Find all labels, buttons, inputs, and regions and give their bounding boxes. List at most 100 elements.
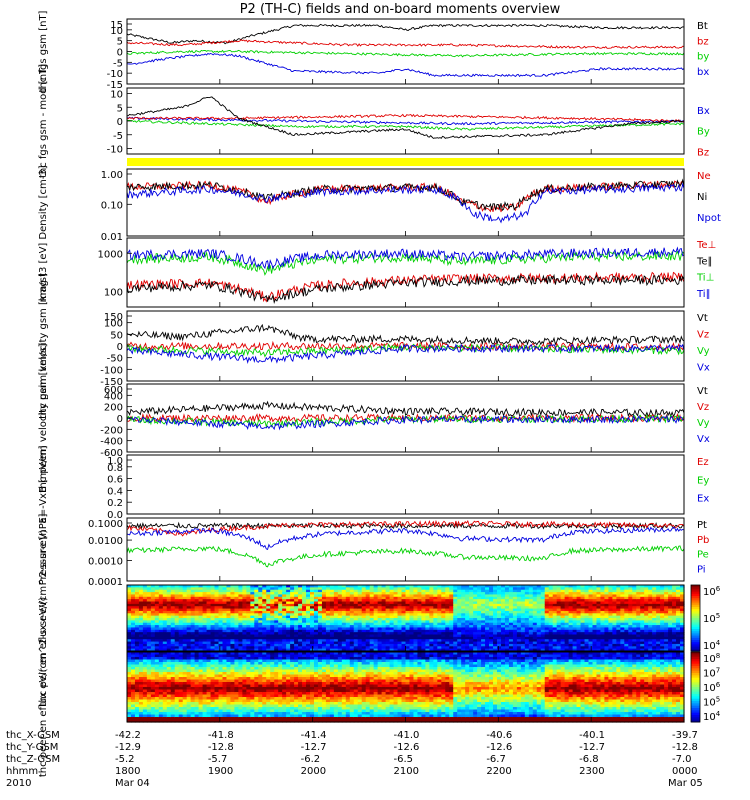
heatmap-cell (337, 641, 343, 645)
heatmap-cell (202, 603, 208, 607)
heatmap-cell (576, 625, 582, 629)
y-tick-label: 0.8 (107, 463, 123, 474)
heatmap-cell (127, 596, 132, 600)
heatmap-cell (274, 594, 279, 598)
heatmap-cell (608, 608, 613, 612)
heatmap-cell (520, 641, 526, 645)
heatmap-cell (250, 610, 255, 614)
heatmap-cell (433, 608, 438, 612)
heatmap-cell (162, 667, 168, 671)
y-axis-label: thc fgs gsm - mod [nT] (38, 64, 49, 178)
heatmap-cell (417, 594, 423, 598)
heatmap-cell (433, 620, 438, 624)
heatmap-cell (345, 643, 351, 647)
heatmap-cell (325, 601, 331, 605)
heatmap-cell (186, 587, 192, 591)
heatmap-cell (656, 603, 661, 607)
heatmap-cell (429, 592, 434, 596)
heatmap-cell (544, 603, 550, 607)
heatmap-cell (660, 613, 665, 617)
heatmap-cell (290, 587, 295, 591)
heatmap-cell (437, 627, 442, 631)
heatmap-cell (568, 603, 574, 607)
heatmap-cell (321, 610, 327, 614)
heatmap-cell (417, 629, 423, 633)
y-tick-label: 0 (117, 117, 123, 128)
heatmap-cell (572, 634, 578, 638)
heatmap-cell (401, 592, 407, 596)
heatmap-cell (620, 627, 625, 631)
heatmap-cell (369, 636, 375, 640)
heatmap-cell (329, 636, 335, 640)
heatmap-cell (190, 625, 196, 629)
heatmap-cell (158, 615, 164, 619)
heatmap-cell (560, 608, 566, 612)
heatmap-cell (270, 620, 275, 624)
heatmap-cell (520, 610, 526, 614)
heatmap-cell (636, 608, 641, 612)
heatmap-cell (540, 606, 546, 610)
heatmap-cell (365, 622, 371, 626)
heatmap-cell (473, 634, 478, 638)
heatmap-cell (381, 589, 387, 593)
heatmap-cell (568, 585, 574, 588)
heatmap-cell (544, 629, 550, 633)
heatmap-cell (516, 608, 522, 612)
heatmap-cell (357, 589, 363, 593)
heatmap-cell (127, 674, 132, 678)
heatmap-cell (405, 610, 411, 614)
heatmap-cell (226, 648, 232, 652)
heatmap-cell (278, 592, 283, 596)
heatmap-cell (246, 610, 251, 614)
heatmap-cell (234, 608, 239, 612)
heatmap-cell (552, 592, 558, 596)
heatmap-cell (238, 599, 243, 603)
heatmap-cell (640, 643, 645, 647)
heatmap-cell (127, 679, 132, 683)
heatmap-cell (222, 639, 228, 643)
heatmap-cell (361, 641, 367, 645)
heatmap-cell (230, 592, 236, 596)
heatmap-cell (393, 610, 399, 614)
heatmap-cell (274, 641, 279, 645)
heatmap-cell (548, 599, 554, 603)
heatmap-cell (158, 684, 164, 688)
heatmap-cell (620, 622, 625, 626)
heatmap-cell (302, 585, 307, 588)
heatmap-cell (616, 636, 621, 640)
heatmap-cell (469, 639, 474, 643)
heatmap-cell (310, 613, 315, 617)
heatmap-cell (457, 634, 462, 638)
heatmap-cell (278, 608, 283, 612)
heatmap-cell (250, 596, 255, 600)
heatmap-cell (536, 639, 542, 643)
heatmap-cell (250, 622, 255, 626)
heatmap-cell (676, 629, 681, 633)
heatmap-cell (186, 585, 192, 588)
heatmap-cell (616, 585, 621, 588)
heatmap-cell (409, 643, 415, 647)
heatmap-cell (437, 585, 442, 588)
heatmap-cell (317, 613, 323, 617)
heatmap-cell (246, 603, 251, 607)
heatmap-cell (429, 599, 434, 603)
heatmap-cell (130, 687, 136, 691)
heatmap-cell (262, 636, 267, 640)
heatmap-cell (592, 603, 598, 607)
heatmap-cell (138, 717, 144, 721)
heatmap-cell (226, 592, 232, 596)
heatmap-cell (246, 589, 251, 593)
heatmap-cell (425, 632, 430, 636)
heatmap-cell (202, 596, 208, 600)
heatmap-cell (512, 618, 518, 621)
heatmap-cell (353, 627, 359, 631)
heatmap-cell (286, 636, 291, 640)
heatmap-cell (600, 622, 606, 626)
heatmap-cell (222, 606, 228, 610)
heatmap-cell (210, 596, 216, 600)
heatmap-cell (389, 606, 395, 610)
heatmap-cell (146, 601, 152, 605)
heatmap-cell (198, 589, 204, 593)
heatmap-cell (644, 620, 649, 624)
colorbar-tick-label: 106 (703, 585, 721, 598)
